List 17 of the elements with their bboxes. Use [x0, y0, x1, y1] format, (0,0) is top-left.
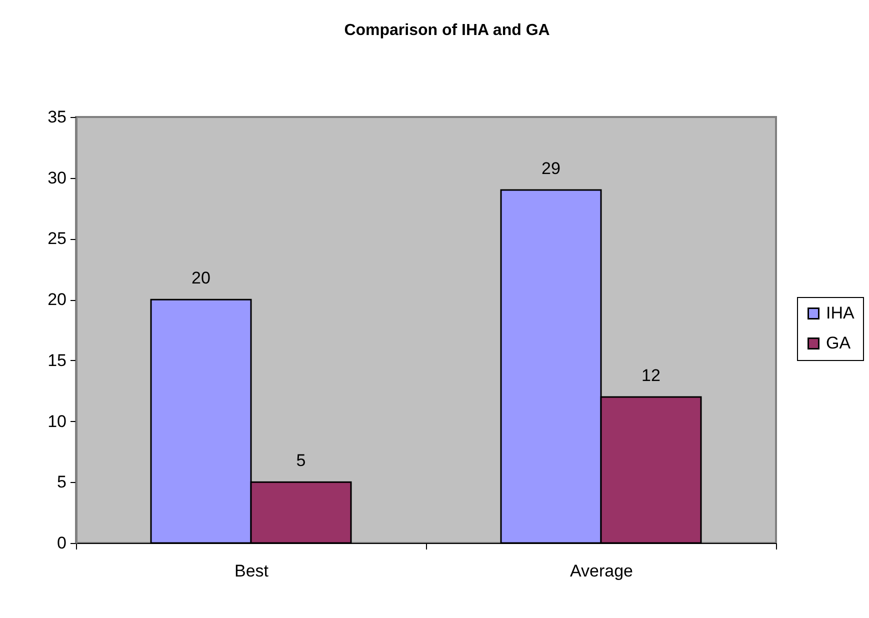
data-label: 29	[542, 159, 560, 178]
x-tick-label: Average	[570, 562, 634, 580]
x-tick-label: Best	[234, 562, 269, 580]
data-label: 20	[192, 268, 210, 288]
y-tick-label: 5	[57, 472, 66, 492]
legend-label: IHA	[826, 304, 855, 322]
y-tick-label: 15	[48, 350, 66, 370]
legend-label: GA	[826, 334, 852, 352]
y-tick-label: 35	[48, 108, 66, 126]
y-tick-label: 30	[48, 168, 66, 188]
y-tick-label: 20	[48, 290, 66, 310]
chart-title: Comparison of IHA and GA	[344, 22, 550, 39]
data-label: 5	[296, 451, 306, 470]
y-tick-label: 10	[48, 412, 66, 431]
data-label: 12	[642, 366, 660, 385]
y-tick-label: 25	[48, 229, 66, 248]
y-tick-label: 0	[57, 534, 66, 552]
